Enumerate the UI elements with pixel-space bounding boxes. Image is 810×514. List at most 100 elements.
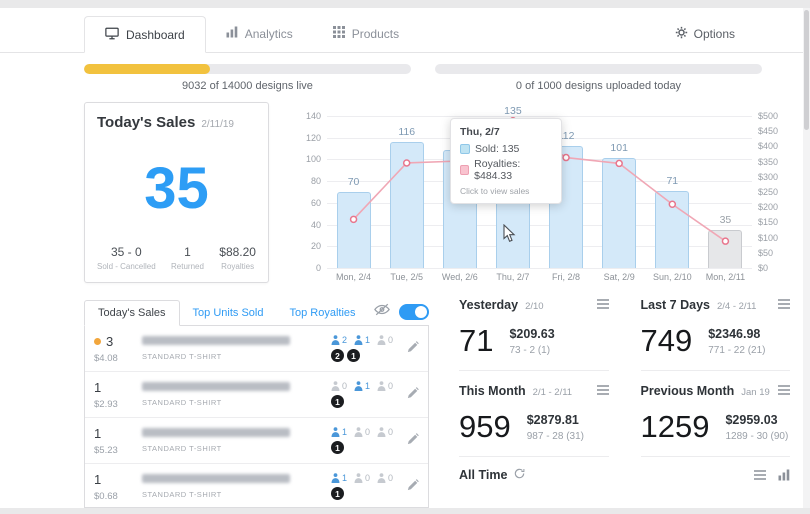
bar-slot[interactable]: 101 [593, 116, 646, 268]
returned-value: 1 [184, 245, 191, 259]
variant-count: 0 [377, 427, 393, 437]
grid-icon [332, 26, 345, 41]
edit-product-button[interactable] [397, 386, 419, 404]
menu-icon [596, 385, 609, 395]
person-icon [354, 473, 363, 483]
sales-bar[interactable] [602, 158, 637, 268]
y-axis-tick: $0 [758, 263, 769, 273]
sales-bar[interactable] [389, 142, 424, 268]
bar-value-label: 101 [610, 142, 628, 155]
pencil-icon [407, 432, 419, 444]
edit-product-button[interactable] [397, 340, 419, 358]
todays-sales-date: 2/11/19 [201, 119, 234, 130]
tooltip-royalties-text: Royalties: $484.33 [474, 158, 521, 182]
variant-count: 0 [377, 381, 393, 391]
x-axis-label: Thu, 2/7 [496, 272, 530, 282]
x-axis-label: Mon, 2/4 [336, 272, 372, 282]
tab-analytics[interactable]: Analytics [206, 15, 313, 52]
bar-slot[interactable]: 70 [327, 116, 380, 268]
bar-slot[interactable]: 35 [699, 116, 752, 268]
mouse-cursor-icon [503, 223, 516, 248]
bar-value-label: 135 [504, 105, 522, 118]
x-axis-label: Wed, 2/6 [441, 272, 478, 282]
royalty-amount: $4.08 [94, 352, 118, 364]
y-axis-tick: $400 [758, 141, 779, 152]
stat-card-menu-button[interactable] [778, 385, 790, 395]
stat-card-menu-button[interactable] [778, 299, 790, 309]
stat-card-units: 959 [459, 409, 511, 444]
designs-live-progress: 9032 of 14000 designs live [84, 64, 411, 92]
sales-bar[interactable] [336, 192, 371, 268]
product-name-redacted [142, 428, 290, 437]
menu-icon [778, 385, 790, 395]
tooltip-sold-row: Sold: 135 [460, 143, 552, 155]
progress-row: 9032 of 14000 designs live 0 of 1000 des… [84, 64, 762, 92]
all-time-title: All Time [459, 468, 508, 482]
royalties-swatch [460, 165, 470, 175]
list-view-icon[interactable] [754, 470, 766, 480]
stat-card-detail: 987 - 28 (31) [526, 430, 584, 442]
stat-card-menu-button[interactable] [596, 385, 609, 395]
options-button[interactable]: Options [675, 15, 735, 52]
stat-card-date: 2/4 - 2/11 [716, 301, 757, 312]
edit-product-button[interactable] [397, 432, 419, 450]
royalty-amount: $2.93 [94, 398, 118, 410]
page-scrollbar[interactable] [803, 8, 810, 508]
scrollbar-thumb[interactable] [804, 10, 809, 130]
tab-top-royalties[interactable]: Top Royalties [289, 307, 356, 319]
units-count: 1 [94, 425, 102, 441]
todays-sales-title: Today's Sales [97, 114, 196, 131]
product-row: 1 $5.23 STANDARD T-SHIRT 1 0 0 1 [85, 418, 428, 464]
gridline [327, 268, 752, 269]
x-axis-label: Tue, 2/5 [390, 272, 424, 282]
y-axis-tick: 40 [310, 219, 321, 230]
stat-card-royalties: $2879.81 [526, 412, 579, 427]
person-icon [354, 335, 363, 345]
tab-dashboard[interactable]: Dashboard [84, 16, 206, 53]
returned-label: Returned [171, 262, 204, 271]
stat-card-menu-button[interactable] [596, 299, 609, 309]
stat-card-date: 2/1 - 2/11 [532, 387, 573, 398]
variant-count: 2 [331, 335, 347, 345]
sold-swatch [460, 144, 470, 154]
main-row: Today's Sales 2/11/19 35 35 - 0 Sold - C… [84, 102, 790, 292]
bar-value-label: 35 [719, 214, 732, 226]
tab-top-units-sold[interactable]: Top Units Sold [192, 307, 264, 319]
variant-count: 1 [354, 381, 370, 391]
person-icon [354, 427, 363, 437]
chart-left-axis: 140 120 100 80 60 40 20 0 [297, 111, 323, 273]
product-row: 1 $0.68 STANDARD T-SHIRT 1 0 0 1 [85, 464, 428, 507]
y-axis-tick: $100 [758, 232, 779, 243]
eye-off-icon[interactable] [374, 303, 390, 321]
pencil-icon [407, 478, 419, 490]
visibility-toggle[interactable] [399, 304, 429, 320]
bar-slot[interactable]: 71 [646, 116, 699, 268]
sales-bar[interactable] [708, 230, 743, 268]
tab-products-label: Products [351, 26, 400, 41]
pencil-icon [407, 386, 419, 398]
stat-card-royalties: $2959.03 [725, 412, 778, 427]
product-list: 3 $4.08 STANDARD T-SHIRT 2 1 0 2 1 1 $2.93 STANDAR… [84, 325, 429, 508]
refresh-icon[interactable] [514, 466, 525, 484]
edit-product-button[interactable] [397, 478, 419, 496]
bottom-window-strip [0, 508, 810, 514]
tab-products[interactable]: Products [313, 15, 419, 52]
returned-stat: 1 Returned [171, 245, 204, 271]
marketplace-badges: 1 [331, 395, 397, 408]
variant-count: 1 [331, 427, 347, 437]
chart-view-icon[interactable] [778, 469, 790, 481]
y-axis-tick: $150 [758, 217, 779, 228]
designs-uploaded-label: 0 of 1000 designs uploaded today [515, 80, 682, 92]
person-icon [331, 427, 340, 437]
x-axis-label: Sat, 2/9 [603, 272, 635, 282]
sold-cancelled-label: Sold - Cancelled [97, 262, 156, 271]
bar-slot[interactable]: 116 [380, 116, 433, 268]
tab-todays-sales[interactable]: Today's Sales [84, 300, 180, 326]
sales-bar[interactable] [655, 190, 690, 268]
stat-card-detail: 73 - 2 (1) [509, 344, 551, 356]
variant-count: 1 [331, 473, 347, 483]
royalty-amount: $0.68 [94, 490, 118, 502]
